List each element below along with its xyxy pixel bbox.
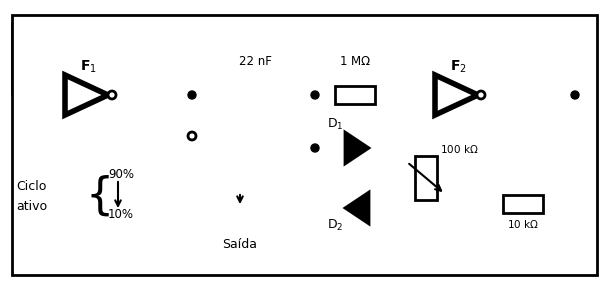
Circle shape: [477, 91, 485, 99]
Text: 90%: 90%: [108, 168, 134, 182]
Text: {: {: [86, 174, 114, 217]
Circle shape: [108, 91, 116, 99]
Text: 10%: 10%: [108, 208, 134, 221]
Bar: [415, 156, 437, 200]
Text: 1 M$\Omega$: 1 M$\Omega$: [339, 55, 371, 68]
Text: 10 k$\Omega$: 10 k$\Omega$: [507, 218, 539, 230]
Text: ativo: ativo: [16, 200, 47, 212]
Circle shape: [188, 91, 196, 99]
Text: D$_1$: D$_1$: [326, 117, 343, 132]
Circle shape: [571, 91, 579, 99]
Circle shape: [311, 144, 319, 152]
Text: Ciclo: Ciclo: [16, 180, 46, 192]
Bar: [503, 195, 543, 213]
Text: F$_2$: F$_2$: [449, 59, 466, 75]
Polygon shape: [435, 75, 478, 115]
Text: Saída: Saída: [223, 238, 257, 251]
Text: 22 nF: 22 nF: [239, 55, 271, 68]
Text: D$_2$: D$_2$: [326, 218, 343, 233]
Polygon shape: [345, 192, 369, 224]
Bar: [335, 86, 375, 104]
Polygon shape: [345, 132, 369, 164]
Text: F$_1$: F$_1$: [80, 59, 97, 75]
Circle shape: [188, 132, 196, 140]
Polygon shape: [65, 75, 108, 115]
Circle shape: [311, 91, 319, 99]
Text: 100 k$\Omega$: 100 k$\Omega$: [440, 143, 479, 155]
